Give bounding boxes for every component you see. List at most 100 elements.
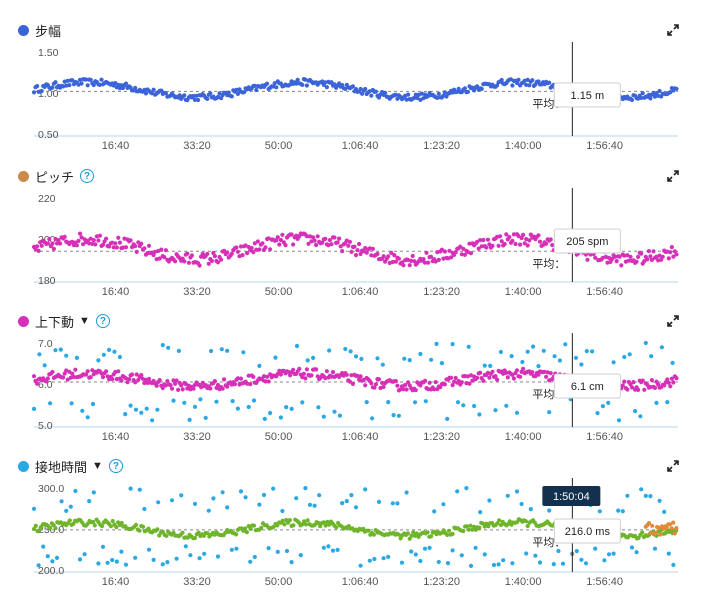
data-point [445,532,450,537]
data-point [238,489,244,494]
data-point [197,263,202,268]
data-point [304,234,309,239]
data-point [627,352,632,357]
data-point [234,532,239,537]
data-point [442,382,447,387]
dropdown-caret-icon[interactable]: ▼ [79,315,90,327]
data-point [373,89,378,94]
data-point [146,243,152,248]
data-point [107,244,112,249]
data-point [116,369,121,374]
y-tick-label: 5.0 [38,420,53,432]
data-point [427,545,432,550]
data-point [477,525,482,530]
panel-title: 步幅 [35,23,62,39]
dropdown-caret-icon[interactable]: ▼ [92,460,103,472]
data-point [298,553,303,558]
data-point [205,96,210,101]
data-point [142,246,147,251]
data-point [31,374,37,379]
data-point [295,77,300,82]
help-icon[interactable]: ? [108,459,123,473]
expand-icon[interactable] [667,460,679,472]
data-point [56,238,61,243]
data-point [413,388,418,393]
data-point [398,536,403,541]
data-point [399,560,405,565]
data-point [466,527,471,532]
data-point [551,562,556,567]
data-point [31,90,37,95]
data-point [84,77,89,82]
data-point [240,253,245,258]
data-point [674,252,679,257]
data-point [360,91,365,96]
data-point [639,251,644,256]
panel-header: 上下動 ▼ ? [18,311,110,331]
data-point [287,518,292,523]
help-icon[interactable]: ? [95,314,110,328]
data-point [407,358,412,363]
data-point [445,416,450,421]
data-point [142,87,147,92]
x-tick-label: 33:20 [183,140,211,152]
vertical-oscillation-chart[interactable]: 7.06.05.016:40 33:20 50:00 1:06:40 1:23:20 1:… [0,305,713,450]
data-point [514,489,520,494]
data-point [151,252,156,258]
data-point [441,502,446,507]
data-point [337,236,342,241]
x-tick-label: 16:40 [102,431,130,443]
data-point [620,509,625,514]
data-point [369,93,374,98]
data-point [390,259,395,265]
value-callout-box [553,228,621,254]
data-point [455,400,461,405]
data-point [646,521,652,526]
data-point [455,489,460,494]
data-point [648,384,653,390]
data-point [53,348,58,353]
data-point [97,233,102,238]
data-point [219,257,224,262]
ground-contact-chart[interactable]: 300.0 250.0 200.0 16:40 33:20 50:00 1:06:40 1:2… [0,450,713,595]
data-point [246,404,251,410]
data-point [475,84,480,89]
expand-icon[interactable] [667,315,679,327]
data-point [119,520,124,526]
data-point [251,523,257,528]
time-badge-label: 1:50:04 [553,491,590,503]
data-point [654,400,659,405]
data-point [244,530,249,535]
data-point [380,362,385,367]
data-point [642,387,647,392]
data-point [45,376,50,381]
data-point [649,354,654,359]
expand-icon[interactable] [667,170,679,182]
data-point [436,257,441,262]
data-point [123,412,128,417]
expand-icon[interactable] [667,24,679,36]
data-point [202,551,207,556]
series-color-dot [18,460,29,472]
data-point [173,381,178,386]
data-point [84,372,89,377]
data-point [123,245,129,250]
data-point [312,503,317,508]
data-point [372,385,377,390]
data-point [33,523,38,528]
data-point [376,499,382,504]
data-point [472,403,477,409]
data-point [349,373,354,378]
data-point [481,237,486,243]
x-tick-label: 1:06:40 [342,286,379,298]
data-point [273,355,278,360]
data-point [205,251,210,256]
help-icon[interactable]: ? [80,169,95,183]
series-1 [31,340,675,423]
data-point [363,487,368,492]
data-point [537,239,543,244]
data-point [401,387,406,392]
data-point [203,415,208,420]
